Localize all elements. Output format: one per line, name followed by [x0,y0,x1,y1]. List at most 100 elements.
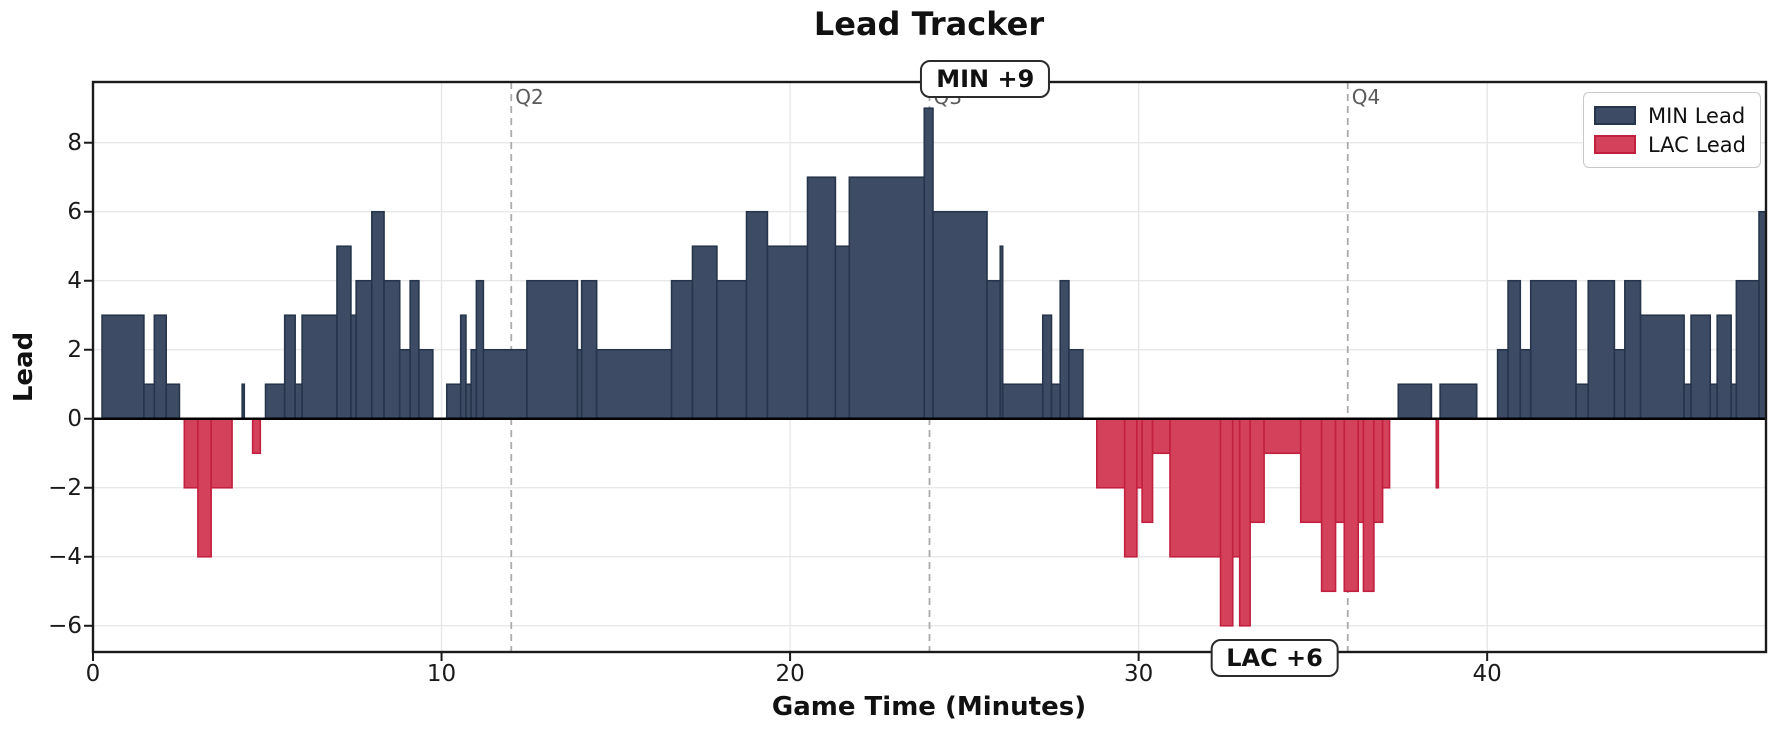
y-tick-label: −2 [48,474,82,501]
lac-lead-bar [1334,417,1346,524]
lac-lead-bar [1381,417,1391,489]
min-lead-bar [670,279,694,420]
lac-lead-bar [1096,417,1126,489]
x-tick-label: 0 [85,661,101,687]
lac-lead-bar [1373,417,1384,524]
lac-lead-bar [1231,417,1241,558]
min-lead-bar [1068,348,1084,420]
min-lead-bar [153,314,167,420]
lac-lead-bar [1219,417,1234,627]
min-lead-bar [482,348,528,420]
lac-lead-bar [1123,417,1138,558]
min-lead-bar [301,314,338,420]
lac-lead-bar [1151,417,1171,455]
min-lead-bar [1639,314,1685,420]
min-lead-bar [766,245,809,420]
min-lead-bar [283,314,296,420]
chart-title: Lead Tracker [813,5,1045,43]
min-lead-bar [595,348,673,420]
min-lead-bar [1001,383,1044,420]
legend: MIN Lead LAC Lead [1583,92,1761,168]
min-lead-bar [383,279,401,420]
y-tick-label: 8 [67,129,82,156]
min-lead-bar [923,107,934,420]
min-lead-bar [1575,383,1590,420]
y-tick-label: 4 [67,267,82,294]
min-lead-bar [1397,383,1433,420]
min-lead-bar [1529,279,1577,420]
min-lead-bar [355,279,373,420]
min-lead-bar [691,245,718,420]
lac-lead-bar [1238,417,1251,627]
y-tick-label: 6 [67,198,82,225]
lac-lead-bar [183,417,199,489]
min-lead-bar [526,279,579,420]
min-lead-bar [1613,348,1626,420]
min-lead-bar [1050,383,1062,420]
min-lead-bar [336,245,352,420]
min-lead-bar [1624,279,1642,420]
quarter-label: Q2 [515,85,544,109]
min-lead-bar [1690,314,1712,420]
min-lead-bar [848,176,926,420]
min-lead-bar [1587,279,1616,420]
lac-lead-bar [210,417,233,489]
quarter-label: Q4 [1351,85,1381,109]
y-tick-label: 2 [67,336,82,363]
min-lead-bar [101,314,145,420]
y-tick-label: −4 [48,543,82,570]
x-tick-label: 20 [775,661,805,687]
y-tick-label: −6 [48,612,82,639]
min-lead-bar [294,383,303,420]
min-lead-bar [1519,348,1532,420]
min-lead-bar [418,348,434,420]
min-lead-bar [264,383,286,420]
x-axis-label: Game Time (Minutes) [771,692,1087,722]
min-lead-bar [409,279,420,420]
lac-lead-bar [1263,417,1302,455]
lac-lead-swatch-icon [1594,135,1636,154]
min-lead-bar [580,279,598,420]
lac-lead-bar [1362,417,1375,593]
min-lead-bar [1709,383,1719,420]
lac-lead-bar [1343,417,1360,593]
annotation-min-max: MIN +9 [920,60,1051,98]
min-lead-bar [716,279,748,420]
lac-lead-bar [251,417,262,455]
x-tick-label: 40 [1472,661,1502,687]
min-lead-bar [475,279,485,420]
min-lead-bar [165,383,181,420]
lac-lead-bar [197,417,212,558]
min-lead-bar [398,348,411,420]
lac-lead-bar [1299,417,1323,524]
annotation-lac-max: LAC +6 [1210,639,1339,677]
x-tick-label: 30 [1123,661,1154,687]
min-lead-bar [241,383,246,420]
legend-item-lac: LAC Lead [1594,130,1750,159]
legend-item-min: MIN Lead [1594,101,1750,130]
x-tick-label: 10 [426,661,457,687]
min-lead-bar [371,210,385,420]
min-lead-bar [1439,383,1478,420]
min-lead-bar [1683,383,1692,420]
min-lead-bar [834,245,851,420]
min-lead-bar [1496,348,1509,420]
min-lead-swatch-icon [1594,106,1636,125]
legend-label-min: MIN Lead [1648,103,1746,128]
lac-lead-bar [1141,417,1154,524]
lac-lead-bar [1320,417,1337,593]
lac-lead-bar [1435,417,1440,489]
min-lead-bar [1716,314,1732,420]
min-lead-bar [745,210,769,420]
min-lead-bar [445,383,462,420]
min-lead-bar [1735,279,1760,420]
min-lead-bar [932,210,988,420]
min-lead-bar [806,176,837,420]
lac-lead-bar [1249,417,1265,524]
min-lead-bar [1507,279,1522,420]
min-lead-bar [1041,314,1053,420]
min-lead-bar [1059,279,1070,420]
lac-lead-bar [1169,417,1222,558]
